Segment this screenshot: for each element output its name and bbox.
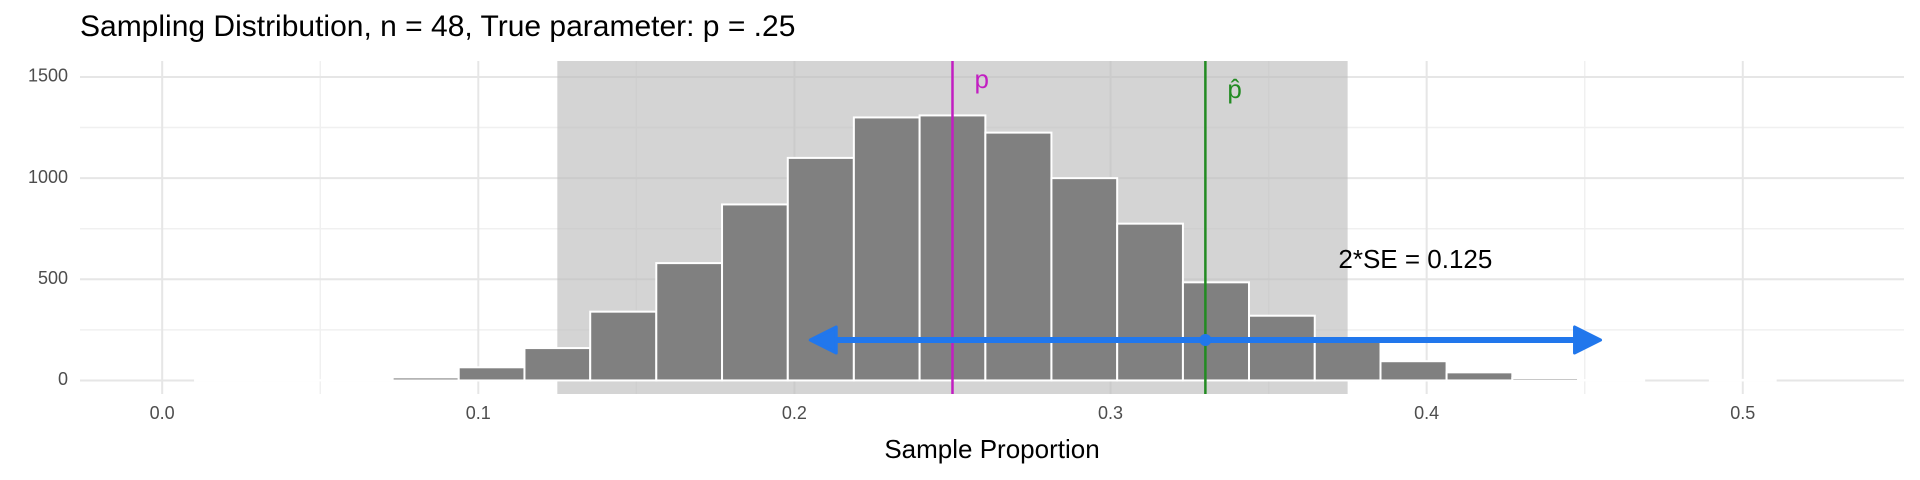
bar [325, 378, 394, 382]
bar [1181, 281, 1251, 382]
bar [1313, 338, 1382, 382]
bar [655, 262, 724, 382]
interval-center [1199, 334, 1212, 346]
x-axis-label: Sample Proportion [884, 434, 1099, 464]
bar [1050, 177, 1119, 382]
bar [589, 310, 658, 382]
x-tick-label: 0.5 [1730, 403, 1755, 423]
y-tick-label: 0 [58, 369, 68, 389]
x-tick-label: 0.3 [1098, 403, 1123, 423]
bar [786, 156, 855, 382]
bar [1708, 378, 1777, 382]
bar [1379, 360, 1448, 382]
bar [391, 376, 460, 382]
arrow-head [808, 325, 838, 355]
bar [721, 203, 789, 382]
bar [1511, 377, 1580, 382]
bar [984, 131, 1053, 382]
x-tick-label: 0.0 [150, 403, 175, 423]
reference-label: p [974, 64, 988, 94]
bar [1248, 314, 1316, 382]
arrow-head [1573, 325, 1603, 355]
interval-label: 2*SE = 0.125 [1338, 244, 1492, 274]
y-tick-label: 500 [38, 268, 68, 288]
x-tick-label: 0.1 [466, 403, 491, 423]
chart-title: Sampling Distribution, n = 48, True para… [80, 10, 795, 43]
reference-label: p̂ [1227, 74, 1241, 104]
x-tick-label: 0.4 [1414, 403, 1439, 423]
bar [1445, 371, 1514, 382]
y-tick-label: 1000 [28, 167, 68, 187]
y-tick-label: 1500 [28, 66, 68, 86]
bar [1116, 222, 1184, 382]
bar [194, 378, 263, 382]
x-tick-label: 0.2 [782, 403, 807, 423]
bar [523, 347, 592, 382]
bar [457, 366, 526, 382]
